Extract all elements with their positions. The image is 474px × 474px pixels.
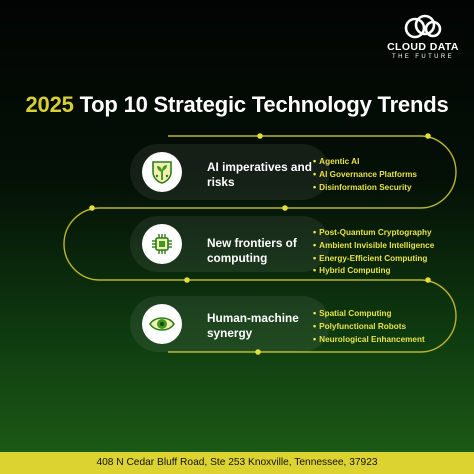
section-icon-badge: [142, 304, 182, 344]
section-title: Human-machine synergy: [207, 311, 299, 340]
list-item: • Disinformation Security: [313, 181, 412, 192]
section-icon-badge: [142, 152, 182, 192]
path-dot: [425, 133, 431, 139]
section-items: • Post-Quantum Cryptography • Ambient Invi…: [313, 226, 434, 277]
list-item: • Post-Quantum Cryptography: [313, 227, 432, 237]
brand-logo: CLOUD DATA THE FUTURE: [378, 14, 468, 72]
path-dot: [184, 277, 190, 283]
list-item: • Agentic AI: [313, 156, 360, 166]
list-item: • Polyfunctional Robots: [313, 320, 407, 331]
section-title: New frontiers of computing: [207, 236, 297, 265]
list-item: • Ambient Invisible Intelligence: [313, 239, 435, 250]
path-dot: [425, 277, 431, 283]
section-icon-badge: [142, 224, 182, 264]
path-dot: [282, 205, 288, 211]
path-dot: [89, 205, 95, 211]
title-year: 2025: [25, 92, 74, 117]
path-dot: [255, 349, 261, 355]
section-title: AI imperatives and risks: [207, 160, 312, 189]
chip-icon: [152, 234, 172, 254]
list-item: • Hybrid Computing: [313, 265, 391, 276]
list-item: • Neurological Enhancement: [313, 333, 425, 344]
page-title: 2025 Top 10 Strategic Technology Trends: [0, 92, 474, 118]
cloud-logo-icon: [404, 14, 442, 39]
section-items: • Spatial Computing • Polyfunctional Robot…: [313, 307, 425, 345]
brand-name: CLOUD DATA: [387, 41, 459, 53]
list-item: • Spatial Computing: [313, 308, 392, 318]
ai-plant-shield-icon: [152, 161, 172, 184]
eye-icon: [149, 317, 175, 331]
footer-address-bar: 408 N Cedar Bluff Road, Ste 253 Knoxvill…: [0, 452, 474, 474]
brand-tagline: THE FUTURE: [392, 54, 454, 60]
title-text: Top 10 Strategic Technology Trends: [79, 92, 449, 117]
list-item: • AI Governance Platforms: [313, 168, 417, 179]
footer-address: 408 N Cedar Bluff Road, Ste 253 Knoxvill…: [96, 457, 378, 468]
section-items: • Agentic AI • AI Governance Platforms • Di…: [313, 155, 417, 193]
path-dot: [257, 133, 263, 139]
list-item: • Energy-Efficient Computing: [313, 252, 428, 263]
